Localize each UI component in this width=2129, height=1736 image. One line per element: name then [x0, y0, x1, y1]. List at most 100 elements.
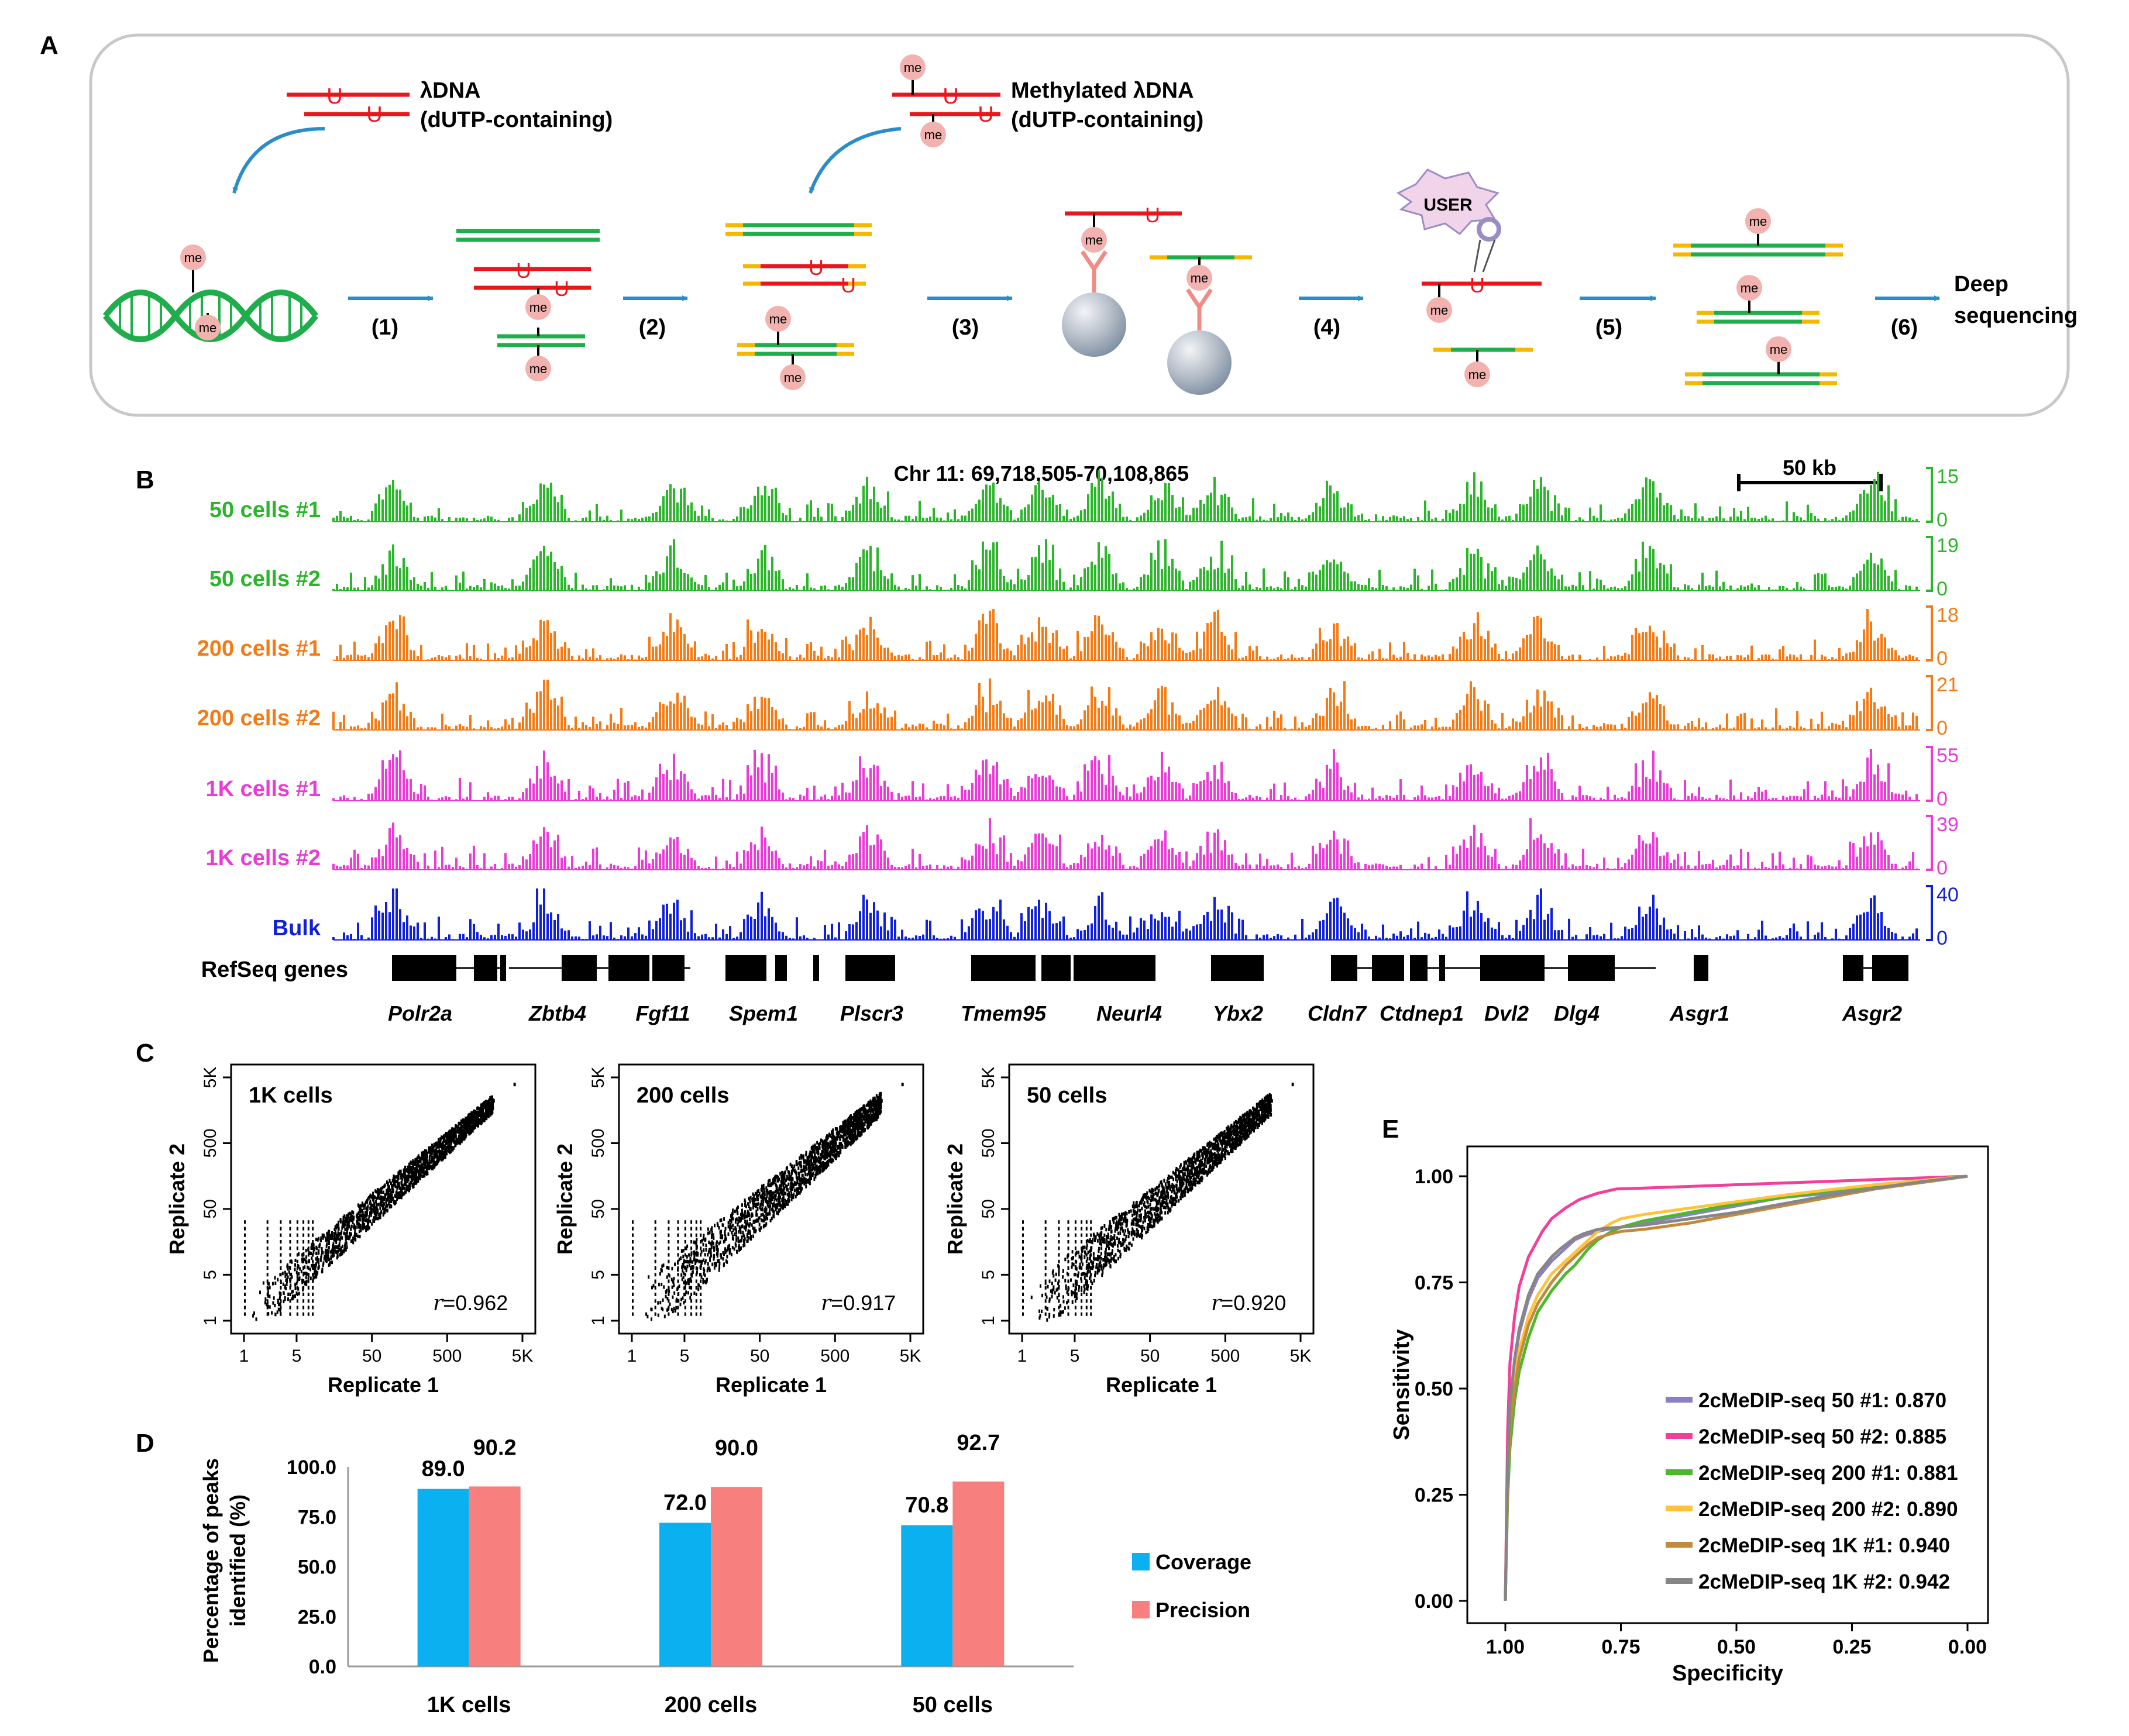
roc-curve-chart: 1.00 0.75 0.50 0.25 0.00 0.00 0.25 0.50 0.75 1.00… — [1389, 1145, 1989, 1686]
u-base: U — [1470, 273, 1485, 297]
gene-exon — [725, 955, 766, 981]
scatter-title: 200 cells — [637, 1083, 729, 1108]
bar-value-label: 92.7 — [957, 1431, 1000, 1455]
methyl-group-icon — [920, 122, 946, 147]
legend-label: Precision — [1155, 1598, 1250, 1622]
gene-name: Polr2a — [388, 1001, 452, 1025]
gene-name: Neurl4 — [1096, 1001, 1162, 1025]
gene-name: Dvl2 — [1484, 1001, 1529, 1025]
gene-name: Asgr1 — [1669, 1001, 1729, 1025]
curved-arrow — [232, 127, 325, 194]
me-label: me — [1741, 281, 1759, 295]
legend-label: 2cMeDIP-seq 200 #2: 0.890 — [1698, 1498, 1958, 1521]
scale-bar-label: 50 kb — [1783, 456, 1836, 480]
legend-label: 2cMeDIP-seq 50 #1: 0.870 — [1698, 1389, 1946, 1412]
roc-curve — [1504, 1174, 1968, 1601]
gene-name: Zbtb4 — [528, 1001, 586, 1025]
gene-exon — [1872, 955, 1908, 981]
user-label: USER — [1423, 195, 1473, 215]
y-tick-label: 50.0 — [298, 1556, 336, 1579]
track-max-value: 19 — [1937, 535, 1959, 557]
coverage-bar — [417, 1489, 469, 1666]
coverage-bar — [659, 1523, 711, 1666]
gene-exon — [500, 955, 506, 981]
x-axis-label: Replicate 1 — [328, 1373, 439, 1397]
legend-swatch — [1132, 1601, 1150, 1618]
gene-exon — [1410, 955, 1428, 981]
track-min-value: 0 — [1937, 717, 1948, 739]
signal-track: 1K cells #2 39 0 — [206, 814, 1959, 879]
track-label: 200 cells #1 — [197, 636, 321, 661]
track-min-value: 0 — [1937, 509, 1948, 531]
x-tick-label: 5K — [512, 1346, 534, 1366]
legend-label: 2cMeDIP-seq 1K #1: 0.940 — [1698, 1534, 1950, 1557]
gene-exon — [1694, 955, 1708, 981]
category-label: 1K cells — [427, 1693, 511, 1717]
panel-label-c: C — [136, 1039, 154, 1067]
x-tick-label: 1 — [239, 1346, 249, 1366]
bar-value-label: 89.0 — [422, 1457, 465, 1482]
signal-track: 200 cells #1 18 0 — [197, 604, 1959, 670]
step-6-label: (6) — [1891, 315, 1918, 340]
coverage-precision-bar-chart: 0.0 25.0 50.0 75.0 100.0 Percentage of peaks i… — [199, 1431, 1251, 1717]
step-3-label: (3) — [952, 315, 979, 340]
category-label: 200 cells — [665, 1693, 757, 1717]
methylated-lambda-legend: U U me me Methylated λDNA (dUTP-containi… — [809, 54, 1203, 194]
scatter-points — [244, 1095, 494, 1321]
u-base: U — [978, 102, 993, 127]
y-tick-label: 50 — [979, 1199, 998, 1218]
y-tick-label: 5 — [201, 1270, 220, 1280]
step-1-label: (1) — [372, 315, 398, 340]
u-base: U — [326, 84, 342, 109]
gene-exon — [971, 955, 1036, 981]
u-base: U — [809, 256, 824, 280]
y-tick-label: 1 — [979, 1316, 998, 1326]
me-label: me — [924, 128, 943, 142]
track-label: 50 cells #1 — [209, 498, 321, 522]
legend-label: 2cMeDIP-seq 50 #2: 0.885 — [1698, 1425, 1946, 1448]
x-tick-label: 500 — [820, 1346, 849, 1366]
legend-label: Coverage — [1155, 1550, 1251, 1574]
u-base: U — [1145, 203, 1160, 227]
precision-bar — [711, 1487, 762, 1666]
x-tick-label: 500 — [1210, 1346, 1240, 1366]
refseq-gene-track: Polr2a Zbtb4 Fgf11 Spem1 Plscr3 Tmem95 Neurl4 Y… — [388, 955, 1908, 1025]
correlation-label: r=0.917 — [821, 1291, 896, 1315]
gene-name: Ybx2 — [1213, 1001, 1263, 1025]
gene-name: Tmem95 — [961, 1001, 1047, 1025]
y-tick-label: 0.50 — [1415, 1378, 1453, 1400]
methylated-lambda-title: Methylated λDNA — [1011, 78, 1194, 103]
y-tick-label: 500 — [979, 1128, 998, 1158]
replicate-scatter-plot: 1 1 5 5 50 50 500 500 5K 5K Replicate 1 Replicate 2… — [165, 1063, 536, 1397]
y-tick-label: 75.0 — [298, 1506, 336, 1528]
signal-track: 1K cells #1 55 0 — [206, 745, 1959, 810]
me-label: me — [1085, 233, 1103, 247]
x-tick-label: 0.00 — [1948, 1636, 1987, 1658]
bar-value-label: 72.0 — [663, 1490, 707, 1515]
signal-track: Bulk 40 0 — [273, 884, 1959, 949]
u-base: U — [554, 277, 569, 301]
y-tick-label: 1 — [589, 1316, 608, 1326]
gene-exon — [813, 955, 819, 981]
refseq-genes-label: RefSeq genes — [201, 957, 348, 982]
u-base: U — [516, 259, 531, 283]
y-tick-label: 1 — [201, 1316, 220, 1326]
me-label: me — [529, 300, 548, 315]
x-tick-label: 5 — [680, 1346, 690, 1366]
y-tick-label: 0.00 — [1415, 1590, 1453, 1613]
x-tick-label: 1.00 — [1486, 1636, 1525, 1658]
methyl-group-icon — [900, 54, 926, 80]
track-max-value: 39 — [1937, 814, 1959, 836]
gene-exon — [1439, 955, 1445, 981]
gene-exon — [1211, 955, 1264, 981]
y-tick-label: 5 — [589, 1270, 608, 1280]
adapter-ligated-dna-icon: U U me me — [725, 223, 872, 390]
x-tick-label: 0.25 — [1832, 1636, 1871, 1658]
panel-label-a: A — [40, 31, 59, 60]
x-tick-label: 1 — [1017, 1346, 1027, 1366]
methylated-lambda-subtitle: (dUTP-containing) — [1011, 108, 1203, 132]
legend-swatch — [1132, 1553, 1150, 1570]
u-base: U — [943, 84, 958, 109]
gene-exon — [608, 955, 649, 981]
roc-curve — [1504, 1174, 1968, 1601]
